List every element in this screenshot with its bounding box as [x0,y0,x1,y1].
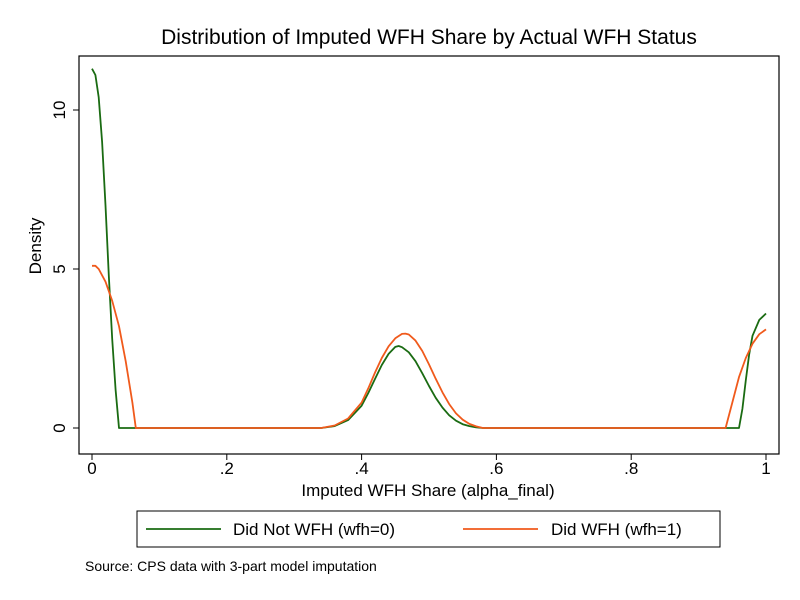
y-axis-label: Density [26,217,45,274]
x-tick-label: 0 [87,459,96,478]
legend: Did Not WFH (wfh=0) Did WFH (wfh=1) [136,510,721,548]
x-axis: 0 .2 .4 .6 .8 1 [87,454,771,478]
y-tick-label: 0 [50,423,69,432]
x-axis-label: Imputed WFH Share (alpha_final) [301,481,554,500]
plot-area [78,55,780,455]
x-tick-label: .6 [489,459,503,478]
source-note: Source: CPS data with 3-part model imput… [85,558,377,574]
legend-box [136,510,721,548]
chart-title: Distribution of Imputed WFH Share by Act… [161,26,697,49]
x-tick-label: .8 [624,459,638,478]
x-tick-label: .4 [355,459,369,478]
legend-label-wfh0: Did Not WFH (wfh=0) [233,520,395,539]
y-tick-label: 10 [50,101,69,120]
series-layer [91,68,767,429]
x-tick-label: 1 [761,459,770,478]
legend-label-wfh1: Did WFH (wfh=1) [551,520,682,539]
x-tick-label: .2 [220,459,234,478]
series-line-1 [92,264,767,429]
y-axis: 0 5 10 [50,101,79,433]
y-tick-label: 5 [50,264,69,273]
